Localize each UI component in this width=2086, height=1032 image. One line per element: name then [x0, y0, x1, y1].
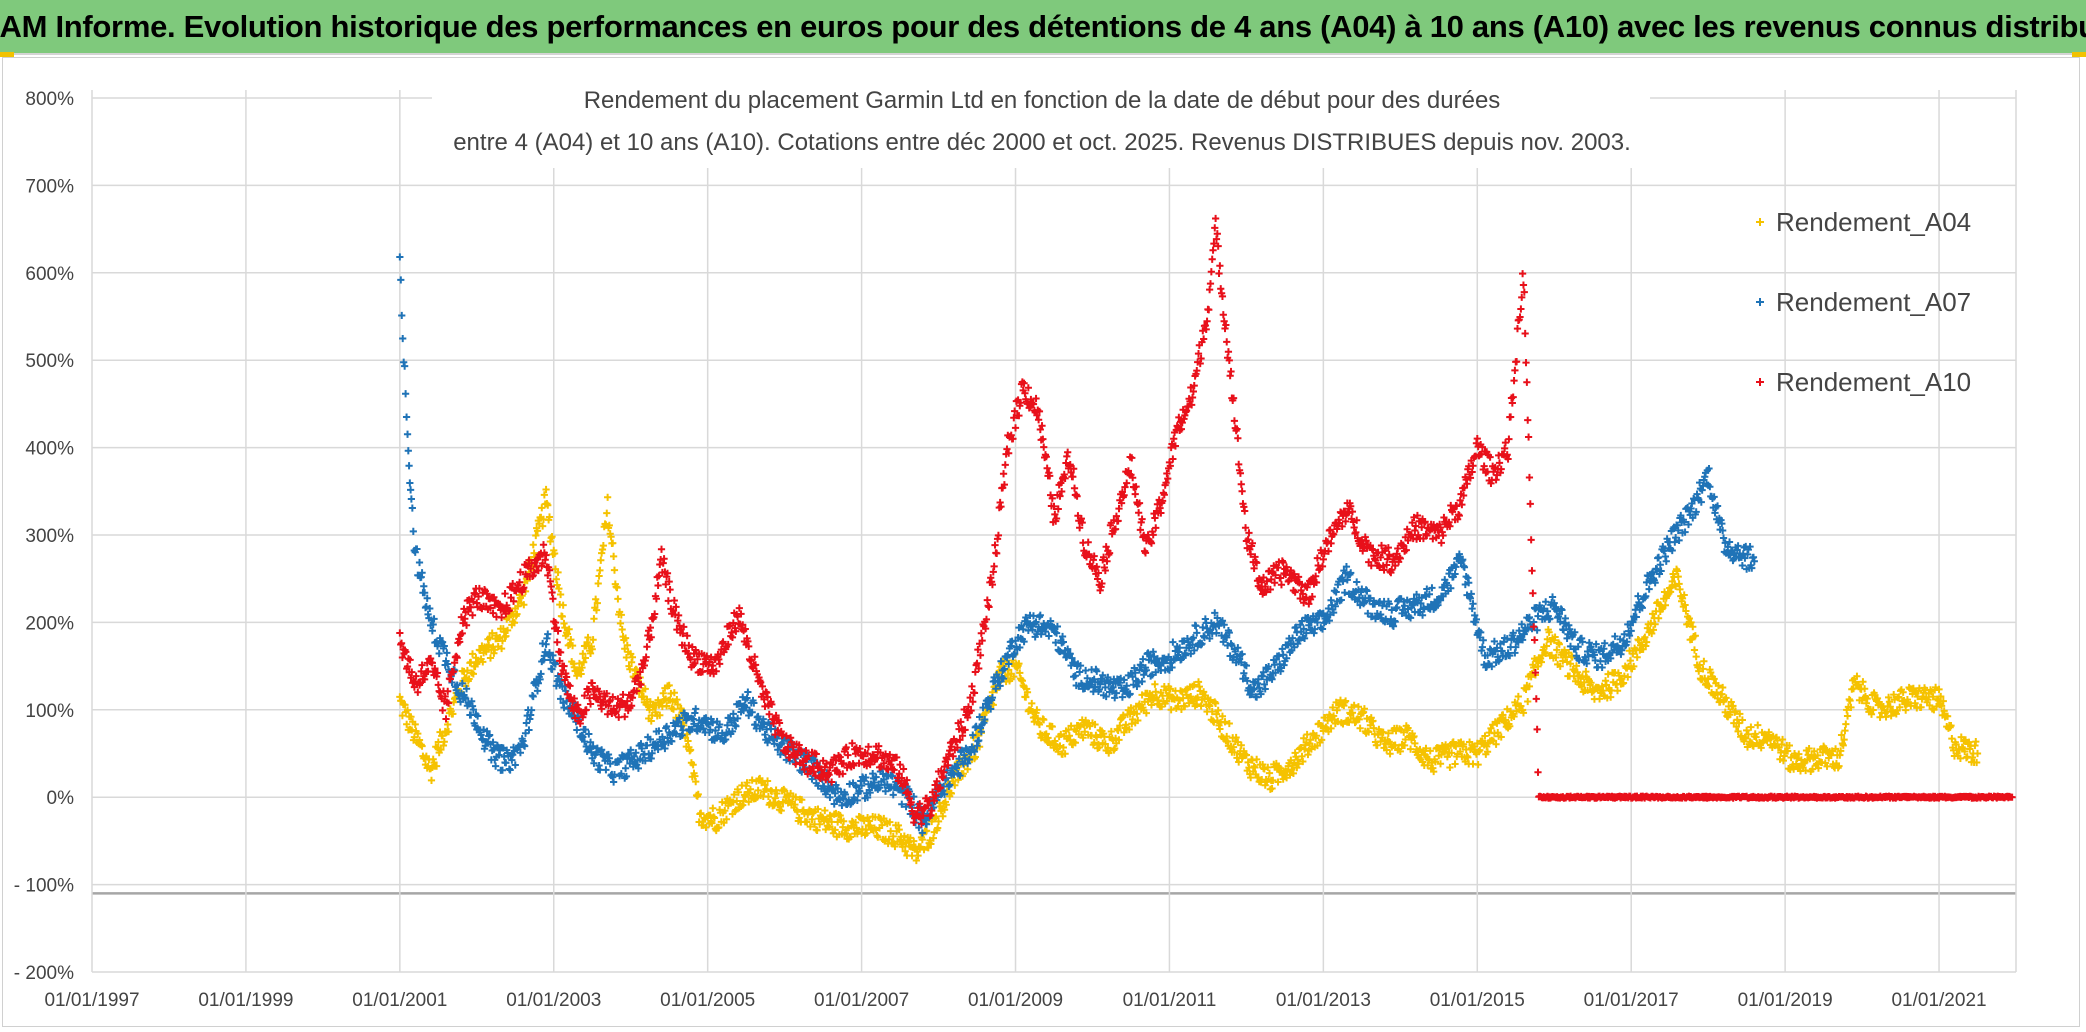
- x-tick-label: 01/01/2015: [1430, 990, 1525, 1011]
- axis-layer: 800% 700% 600% 500% 400% 300% 200% 100% 0% - 100%…: [14, 89, 1987, 1011]
- x-tick-label: 01/01/1999: [198, 990, 293, 1011]
- series-Rendement_A04: [396, 485, 1982, 865]
- series-Rendement_A10: [396, 214, 2016, 828]
- x-tick-label: 01/01/2017: [1584, 990, 1679, 1011]
- x-tick-label: 01/01/2001: [352, 990, 447, 1011]
- chart-title-line-1: Rendement du placement Garmin Ltd en fon…: [584, 87, 1501, 114]
- y-tick-label: 400%: [25, 439, 74, 460]
- legend-marker: [1756, 218, 1764, 226]
- y-tick-label: 100%: [25, 701, 74, 722]
- corner-mark-left: [0, 52, 14, 57]
- x-tick-label: 01/01/1997: [44, 990, 139, 1011]
- y-tick-label: 500%: [25, 351, 74, 372]
- x-tick-label: 01/01/2005: [660, 990, 755, 1011]
- title-backdrop: [432, 78, 1650, 168]
- y-tick-label: 700%: [25, 176, 74, 197]
- legend: Rendement_A04 Rendement_A07 Rendement_A10: [1756, 207, 1971, 397]
- x-tick-label: 01/01/2009: [968, 990, 1063, 1011]
- report-banner-title: ADAM Informe. Evolution historique des p…: [0, 0, 2086, 55]
- y-tick-label: 0%: [47, 788, 75, 809]
- x-tick-label: 01/01/2003: [506, 990, 601, 1011]
- y-tick-label: - 200%: [14, 963, 74, 984]
- legend-marker: [1756, 298, 1764, 306]
- corner-mark-right: [2072, 52, 2086, 57]
- series-layer: [396, 214, 2016, 865]
- series-markers: [396, 214, 2016, 828]
- legend-label: Rendement_A10: [1776, 367, 1971, 397]
- x-tick-label: 01/01/2013: [1276, 990, 1371, 1011]
- y-tick-label: 200%: [25, 613, 74, 634]
- grid-layer: [91, 90, 2017, 973]
- y-tick-label: 600%: [25, 264, 74, 285]
- series-markers: [396, 485, 1982, 865]
- series-markers: [396, 253, 1758, 837]
- legend-label: Rendement_A04: [1776, 207, 1971, 237]
- x-tick-label: 01/01/2019: [1738, 990, 1833, 1011]
- legend-label: Rendement_A07: [1776, 287, 1971, 317]
- series-Rendement_A07: [396, 253, 1758, 837]
- x-tick-label: 01/01/2007: [814, 990, 909, 1011]
- legend-marker: [1756, 378, 1764, 386]
- chart-frame: [2, 57, 2080, 1027]
- y-tick-label: 300%: [25, 526, 74, 547]
- x-tick-label: 01/01/2021: [1891, 990, 1986, 1011]
- y-tick-label: 800%: [25, 89, 74, 110]
- chart-title-line-2: entre 4 (A04) et 10 ans (A10). Cotations…: [453, 129, 1631, 156]
- y-tick-label: - 100%: [14, 876, 74, 897]
- x-tick-label: 01/01/2011: [1123, 990, 1217, 1011]
